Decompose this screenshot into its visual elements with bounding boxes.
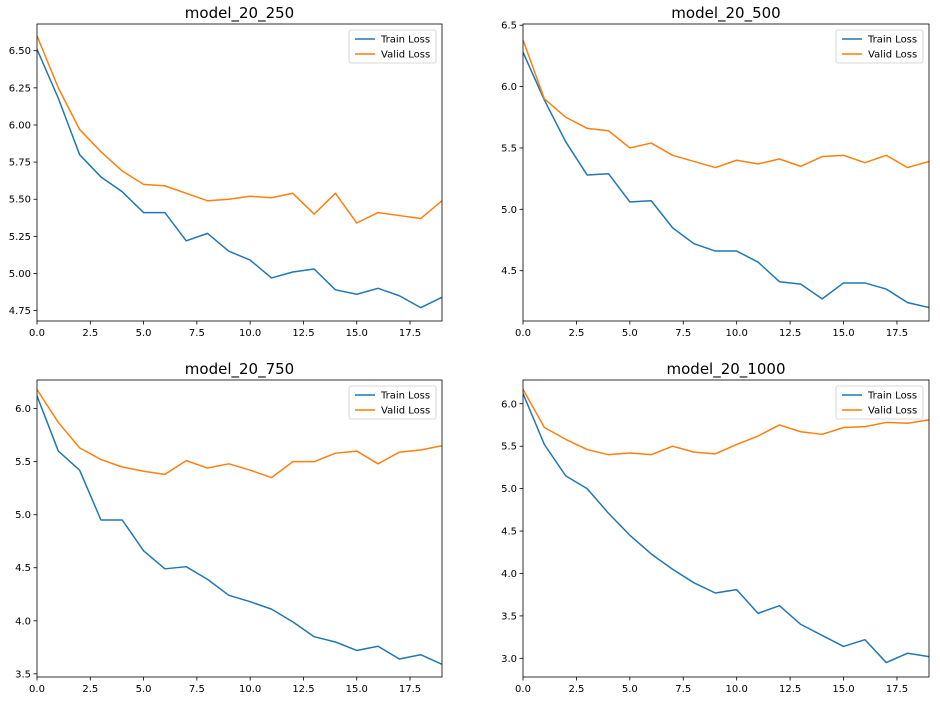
x-tick-label: 5.0 xyxy=(136,684,152,695)
x-tick-label: 15.0 xyxy=(346,328,368,339)
y-tick-label: 4.5 xyxy=(501,266,517,277)
series-line-train-loss xyxy=(523,393,929,664)
x-tick-label: 2.5 xyxy=(82,328,98,339)
legend-label: Valid Loss xyxy=(868,50,917,61)
x-tick-label: 17.5 xyxy=(399,684,421,695)
y-tick-label: 5.50 xyxy=(9,195,31,206)
y-tick-label: 6.0 xyxy=(501,399,517,410)
y-tick-label: 5.0 xyxy=(15,510,31,521)
x-tick-label: 12.5 xyxy=(779,684,801,695)
y-tick-label: 4.0 xyxy=(15,616,31,627)
y-tick-label: 3.0 xyxy=(501,654,517,665)
series-line-valid-loss xyxy=(523,39,929,169)
y-tick-label: 6.0 xyxy=(15,404,31,415)
series-line-train-loss xyxy=(37,395,442,665)
legend-label: Valid Loss xyxy=(868,406,917,417)
x-tick-label: 5.0 xyxy=(622,328,638,339)
subplot-title: model_20_500 xyxy=(671,4,780,23)
y-tick-label: 5.00 xyxy=(9,269,31,280)
x-tick-label: 0.0 xyxy=(515,328,531,339)
x-tick-label: 7.5 xyxy=(189,328,205,339)
subplot-title: model_20_750 xyxy=(185,360,294,379)
legend-label: Train Loss xyxy=(380,35,430,46)
y-tick-label: 6.50 xyxy=(9,46,31,57)
subplot-3: model_20_750 0.0 2.5 5.0 7.5 10.0 12.5 15.0 17.5… xyxy=(15,360,443,695)
y-tick-label: 5.75 xyxy=(9,158,31,169)
x-tick-label: 12.5 xyxy=(292,684,314,695)
x-tick-label: 7.5 xyxy=(189,684,205,695)
series-line-valid-loss xyxy=(523,388,929,456)
subplot-title: model_20_1000 xyxy=(667,360,786,379)
legend: Train Loss Valid Loss xyxy=(348,29,437,64)
x-tick-label: 12.5 xyxy=(779,328,801,339)
legend-label: Train Loss xyxy=(867,391,917,402)
y-tick-label: 3.5 xyxy=(15,669,31,680)
x-tick-label: 5.0 xyxy=(136,328,152,339)
subplot-title: model_20_250 xyxy=(185,4,294,23)
legend: Train Loss Valid Loss xyxy=(835,29,924,64)
x-tick-label: 0.0 xyxy=(29,684,45,695)
y-tick-label: 6.0 xyxy=(501,82,517,93)
y-tick-label: 5.0 xyxy=(501,484,517,495)
series-line-valid-loss xyxy=(37,389,442,479)
x-tick-label: 2.5 xyxy=(568,684,584,695)
series-line-train-loss xyxy=(37,48,442,309)
series-line-valid-loss xyxy=(37,35,442,224)
y-tick-label: 5.5 xyxy=(501,143,517,154)
series-line-train-loss xyxy=(523,51,929,309)
legend-label: Train Loss xyxy=(867,35,917,46)
y-tick-label: 5.5 xyxy=(501,442,517,453)
legend-label: Train Loss xyxy=(380,391,430,402)
y-tick-label: 6.5 xyxy=(501,21,517,32)
legend: Train Loss Valid Loss xyxy=(835,385,924,420)
x-tick-label: 2.5 xyxy=(82,684,98,695)
legend-label: Valid Loss xyxy=(381,406,430,417)
subplot-2: model_20_500 0.0 2.5 5.0 7.5 10.0 12.5 15.0 17.5… xyxy=(501,4,930,339)
y-tick-label: 5.5 xyxy=(15,457,31,468)
y-tick-label: 5.0 xyxy=(501,205,517,216)
y-tick-label: 4.5 xyxy=(501,527,517,538)
subplot-4: model_20_1000 0.0 2.5 5.0 7.5 10.0 12.5 15.0 17.… xyxy=(501,360,930,695)
x-tick-label: 12.5 xyxy=(292,328,314,339)
y-tick-label: 4.75 xyxy=(9,306,31,317)
y-tick-label: 5.25 xyxy=(9,232,31,243)
x-tick-label: 17.5 xyxy=(399,328,421,339)
axes-frame xyxy=(36,379,443,678)
x-tick-label: 15.0 xyxy=(346,684,368,695)
x-tick-label: 15.0 xyxy=(832,328,854,339)
x-tick-label: 5.0 xyxy=(622,684,638,695)
axes-frame xyxy=(522,379,930,678)
x-tick-label: 2.5 xyxy=(568,328,584,339)
legend: Train Loss Valid Loss xyxy=(348,385,437,420)
axes-frame xyxy=(36,23,443,322)
x-tick-label: 17.5 xyxy=(886,684,908,695)
y-tick-label: 6.25 xyxy=(9,83,31,94)
x-tick-label: 0.0 xyxy=(515,684,531,695)
y-tick-label: 4.5 xyxy=(15,563,31,574)
y-tick-label: 3.5 xyxy=(501,611,517,622)
x-tick-label: 10.0 xyxy=(726,684,748,695)
x-tick-label: 10.0 xyxy=(239,684,261,695)
y-tick-label: 4.0 xyxy=(501,569,517,580)
x-tick-label: 7.5 xyxy=(675,684,691,695)
x-tick-label: 15.0 xyxy=(832,684,854,695)
x-tick-label: 10.0 xyxy=(239,328,261,339)
axes-frame xyxy=(522,23,930,322)
x-tick-label: 7.5 xyxy=(675,328,691,339)
legend-label: Valid Loss xyxy=(381,50,430,61)
x-tick-label: 17.5 xyxy=(886,328,908,339)
x-tick-label: 0.0 xyxy=(29,328,45,339)
subplot-1: model_20_250 0.0 2.5 5.0 7.5 10.0 12.5 15.0 17.5… xyxy=(9,4,443,339)
y-tick-label: 6.00 xyxy=(9,120,31,131)
x-tick-label: 10.0 xyxy=(726,328,748,339)
